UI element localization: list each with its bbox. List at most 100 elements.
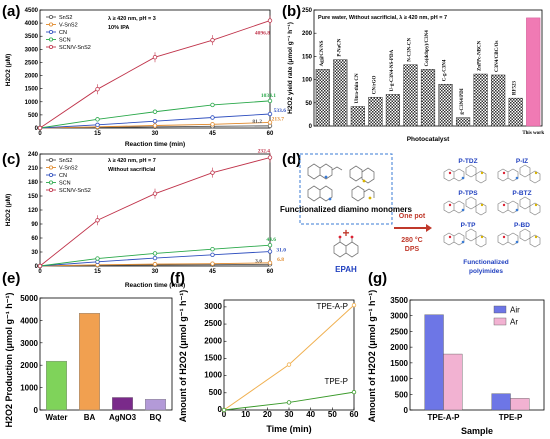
legend-label: V-SnS2 [59, 23, 78, 29]
y-tick-label: 3000 [390, 312, 408, 321]
bar-3 [368, 96, 383, 127]
y-tick-label: 250 [302, 8, 313, 14]
y-tick-label: 50 [305, 101, 312, 107]
product-label-P-BD: P-BD [514, 222, 530, 229]
x-category-label: BA [84, 413, 96, 422]
bar-TPE-P-Air [491, 393, 511, 411]
bar-AgNO3 [112, 397, 133, 411]
y-tick-label: 0 [34, 406, 39, 415]
data-point-TPE_P [221, 407, 227, 413]
data-point-SCNV [210, 170, 215, 175]
legend-marker-SnS2 [49, 157, 54, 162]
product-label-P-BTZ: P-BTZ [512, 190, 531, 197]
y-tick-label: 500 [395, 390, 409, 399]
bar-10 [491, 74, 506, 127]
y-tick-label: 1000 [204, 371, 222, 380]
legend-swatch-Air [493, 305, 507, 314]
data-point-CN [267, 249, 273, 254]
y-tick-label: 4000 [25, 21, 39, 27]
category-label-4: U-g-C3N4-NS-PDA [390, 49, 395, 91]
bar-Water [46, 360, 67, 411]
x-axis-label-f: Time (min) [266, 424, 311, 434]
heteroatom [534, 203, 538, 207]
x-tick-label: 0 [222, 410, 227, 419]
series-line-TPE_A_P [223, 304, 355, 411]
heteroatom [480, 235, 484, 239]
chart-g: Sample Amount of H2O2 (μmol g⁻¹ h⁻¹) 0 50… [367, 290, 545, 436]
data-label-SCN: 44.6 [266, 237, 276, 243]
bar-BA [79, 313, 100, 411]
category-label-5: N-C3N-CN [407, 37, 412, 61]
x-tick-label: 60 [267, 269, 274, 275]
legend-label: SCN [59, 38, 71, 44]
legend-label: Air [510, 306, 520, 315]
x-tick-label: 15 [94, 269, 101, 275]
plot-frame-e [39, 297, 173, 411]
polyimide-structure-P-BTZ: P-BTZ [497, 190, 541, 216]
bar-5 [403, 64, 418, 127]
legend-label: V-SnS2 [59, 166, 78, 172]
y-tick-label: 1000 [390, 375, 408, 384]
synthesis-scheme: Functionalized diamino monomers + EPAH O… [280, 153, 541, 275]
data-point-V_SnS2 [267, 120, 273, 125]
bar-TPE-A-P-Air [424, 314, 444, 411]
y-tick-label: 3000 [204, 302, 222, 311]
data-label-SnS2: 3.6 [255, 258, 262, 264]
x-axis-label-a: Reaction time (min) [125, 141, 185, 148]
y-tick-label: 200 [302, 31, 313, 37]
data-point-SCN [210, 102, 215, 108]
legend-label: CN [59, 173, 67, 179]
annotation-c-line2: Without sacrificial [108, 167, 156, 173]
x-category-label: Water [46, 413, 68, 422]
data-point-SCNV [267, 18, 273, 23]
x-tick-label: 15 [94, 131, 101, 137]
arrow-head [426, 224, 432, 232]
data-point-SCNV [37, 125, 43, 131]
epah-structure [333, 235, 359, 258]
x-category-label: TPE-A-P [428, 413, 461, 422]
data-point-SCN [210, 246, 215, 252]
data-point-SCNV [267, 155, 273, 160]
epah-label: EPAH [335, 265, 357, 274]
y-axis-label-c: H2O2 (μM) [5, 194, 12, 227]
product-label-P-TPS: P-TPS [458, 190, 478, 197]
x-tick-label: 0 [38, 131, 42, 137]
y-tick-label: 1500 [25, 87, 39, 93]
product-label-P-TDZ: P-TDZ [458, 158, 477, 165]
heteroatom [502, 235, 506, 239]
y-tick-label: 0 [309, 124, 313, 130]
x-category-label: BQ [150, 413, 162, 422]
heteroatom [448, 235, 452, 239]
heteroatom [515, 176, 519, 180]
product-label-P-TP: P-TP [461, 222, 476, 229]
x-tick-label: 50 [328, 410, 337, 419]
chart-b: Pure water, Without sacrificial, λ ≥ 420… [287, 8, 544, 143]
heteroatom [502, 171, 506, 175]
x-tick-label: 40 [306, 410, 315, 419]
y-tick-label: 2000 [25, 74, 39, 80]
legend-label: CN [59, 30, 67, 36]
series-label-TPE-P: TPE-P [324, 377, 348, 386]
data-label-V_SnS2: 213.7 [272, 116, 285, 122]
chart-f: Time (min) Amount of H2O2 (μmol g⁻¹ h⁻¹)… [178, 290, 359, 434]
x-tick-label: 60 [267, 131, 274, 137]
series-line-SCNV [39, 157, 271, 267]
heteroatom [534, 171, 538, 175]
product-caption-1: Functionalized [463, 259, 509, 266]
y-tick-label: 210 [28, 166, 39, 172]
y-tick-label: 3000 [25, 47, 39, 53]
data-point-SCN [152, 251, 158, 256]
category-label-6: Co(dcbpy)/C3N4 [425, 30, 430, 67]
y-tick-label: 100 [302, 78, 313, 84]
category-label-7: C-g-C3N4 [443, 59, 448, 81]
polyimide-structure-P-TPS: P-TPS [443, 190, 487, 216]
x-category-label: AgNO3 [109, 413, 137, 422]
y-axis-label-f: Amount of H2O2 (μmol g⁻¹ h⁻¹) [178, 290, 188, 423]
data-point-SCNV [152, 55, 158, 60]
legend-marker-SCNV [49, 187, 54, 192]
data-point-SCN [152, 109, 158, 114]
bar-12 [526, 17, 541, 127]
data-point-SCN [267, 98, 273, 104]
y-tick-label: 150 [28, 194, 39, 200]
category-label-2: Ultra-thin CN [355, 73, 360, 104]
